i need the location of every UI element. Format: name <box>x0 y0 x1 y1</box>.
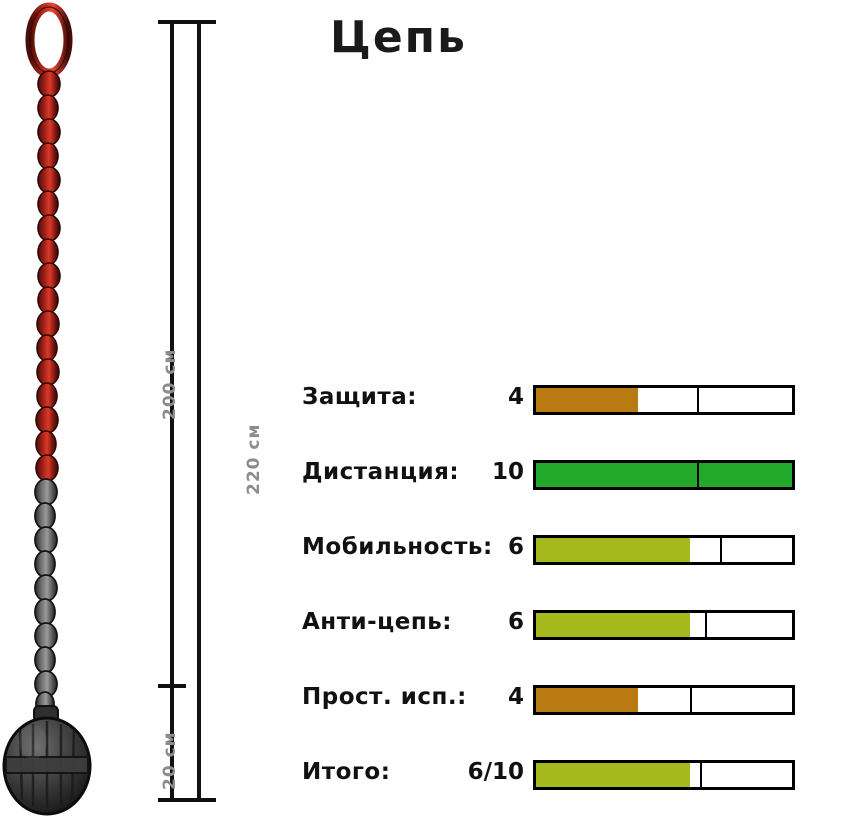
stat-row: Мобильность: 6 <box>302 522 802 597</box>
stat-bar-tick <box>704 613 707 637</box>
stat-bar-distance <box>533 460 795 490</box>
stat-bar-fill <box>536 688 639 712</box>
stat-bar-tick <box>697 463 700 487</box>
dimension-label-total: 220 см <box>244 423 264 495</box>
stat-bar-fill <box>536 613 690 637</box>
stat-value-distance: 10 <box>491 459 524 485</box>
stat-bar-total <box>533 760 795 790</box>
stat-bar-tick <box>699 763 702 787</box>
stat-row: Дистанция: 10 <box>302 447 802 522</box>
stat-row: Анти-цепь: 6 <box>302 597 802 672</box>
weapon-illustration <box>0 0 160 832</box>
stat-row: Прост. исп.: 4 <box>302 672 802 747</box>
page-title: Цепь <box>330 12 467 63</box>
stats-panel: Защита: 4 Дистанция: 10 Мобильность: 6 А… <box>302 372 802 822</box>
stat-bar-fill <box>536 763 690 787</box>
stat-label-ease-of-use: Прост. исп.: <box>302 684 467 710</box>
stat-bar-anti-chain <box>533 610 795 640</box>
stat-row: Итого: 6/10 <box>302 747 802 822</box>
stat-value-mobility: 6 <box>507 534 524 560</box>
stat-bar-fill <box>536 388 639 412</box>
stat-value-total: 6/10 <box>467 759 524 785</box>
bracket-stem <box>170 20 174 688</box>
stat-bar-ease-of-use <box>533 685 795 715</box>
bracket-cap-bottom <box>182 798 216 802</box>
stat-label-protection: Защита: <box>302 384 417 410</box>
bracket-stem <box>170 684 174 802</box>
stat-value-anti-chain: 6 <box>507 609 524 635</box>
chain-links-steel <box>34 478 58 717</box>
chain-flail-svg <box>2 2 92 816</box>
chain-links-red <box>35 70 61 482</box>
stat-row: Защита: 4 <box>302 372 802 447</box>
stat-label-anti-chain: Анти-цепь: <box>302 609 452 635</box>
bracket-stem <box>197 20 201 802</box>
stat-value-ease-of-use: 4 <box>507 684 524 710</box>
stat-value-protection: 4 <box>507 384 524 410</box>
bracket-cap-bottom <box>158 798 186 802</box>
stat-label-mobility: Мобильность: <box>302 534 493 560</box>
chain-handle-loop <box>25 2 73 78</box>
stat-bar-fill <box>536 463 792 487</box>
stat-label-total: Итого: <box>302 759 391 785</box>
stat-bar-tick <box>720 538 723 562</box>
dimension-label-head: 20 см <box>160 731 180 790</box>
stat-bar-mobility <box>533 535 795 565</box>
dimension-label-chain: 200 см <box>160 348 180 420</box>
stat-bar-tick <box>697 388 700 412</box>
stat-bar-fill <box>536 538 690 562</box>
stat-bar-tick <box>689 688 692 712</box>
stat-label-distance: Дистанция: <box>302 459 460 485</box>
stat-bar-protection <box>533 385 795 415</box>
flail-weight-head <box>2 705 92 816</box>
